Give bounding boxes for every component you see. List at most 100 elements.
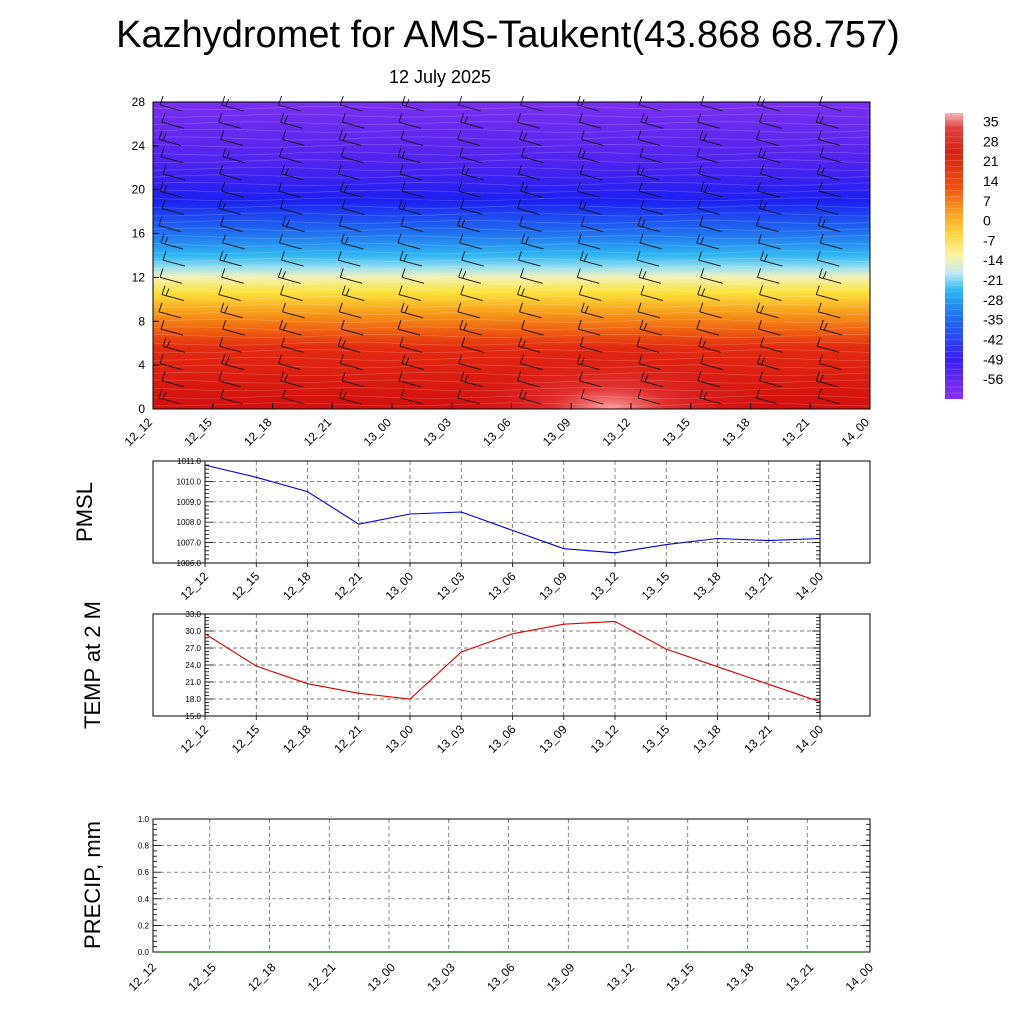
wind-barb-flag <box>637 302 642 312</box>
precip-panel: PRECIP, mm 0.0 0.2 0.4 0.6 0.8 1.0 12_12 12_15 1… <box>80 815 876 994</box>
colorbar-bands <box>945 118 963 394</box>
wind-barb-flag <box>520 268 524 278</box>
wind-barb-flag <box>819 319 824 330</box>
wind-barb <box>580 216 604 233</box>
wind-barb-flag <box>279 233 283 244</box>
x-tick-label: 13_09 <box>536 722 570 756</box>
wind-barb-staff <box>578 156 601 164</box>
y-tick-label: 21.0 <box>185 678 201 687</box>
wind-barb <box>158 216 182 233</box>
wind-barb-staff <box>218 207 241 215</box>
wind-barb-flag <box>760 164 764 175</box>
wind-barb <box>580 302 604 319</box>
wind-barb-staff <box>520 190 543 198</box>
x-tick-label: 13_06 <box>480 415 514 449</box>
x-tick-label: 13_12 <box>604 960 638 994</box>
wind-barb-staff <box>577 104 600 112</box>
isotherm-line <box>152 227 871 232</box>
wind-barb-flag <box>821 219 826 227</box>
x-tick-label: 12_21 <box>331 569 365 603</box>
wind-barb-staff <box>398 121 422 129</box>
wind-barb <box>520 95 543 112</box>
wind-barb <box>459 147 482 164</box>
wind-barb <box>338 130 362 146</box>
x-tick-label: 13_12 <box>588 722 622 756</box>
wind-barb <box>399 337 423 353</box>
wind-barb-staff <box>279 156 302 164</box>
wind-barb-flag <box>817 388 822 399</box>
wind-barb-staff <box>342 207 365 215</box>
wind-barb-flag <box>162 250 167 261</box>
wind-barb-flag <box>281 164 285 175</box>
wind-barb-staff <box>519 311 542 319</box>
wind-barb-flag <box>700 95 705 106</box>
wind-barb-flag <box>461 164 466 175</box>
x-tick-label: 13_00 <box>365 960 399 994</box>
wind-barb-flag <box>644 116 649 124</box>
wind-barb-staff <box>577 276 600 284</box>
panel-outer-frame <box>152 613 871 717</box>
wind-barb <box>162 250 186 267</box>
wind-barb-flag <box>519 216 523 226</box>
temp-axis-label: TEMP at 2 M <box>80 601 105 729</box>
wind-barb-flag <box>397 319 402 330</box>
x-tick-label: 13_06 <box>485 569 519 603</box>
wind-barb-staff <box>581 397 604 405</box>
wind-barb <box>815 199 839 215</box>
wind-barb <box>700 268 723 284</box>
wind-barb-flag <box>159 182 164 192</box>
wind-barb-flag <box>818 182 823 192</box>
wind-barb <box>578 285 602 302</box>
wind-barb-flag <box>457 388 462 399</box>
wind-barb-flag <box>637 130 642 140</box>
wind-barb-flag <box>580 216 585 226</box>
wind-barb <box>697 285 720 302</box>
wind-barb-flag <box>819 233 824 244</box>
wind-barb-staff <box>698 345 721 353</box>
wind-barb-staff <box>280 121 303 129</box>
wind-barb-staff <box>340 363 363 370</box>
pmsl-axis-label: PMSL <box>72 482 97 542</box>
wind-barb-staff <box>819 104 842 112</box>
wind-barb-staff <box>578 242 601 250</box>
y-tick-label: 0 <box>138 402 145 416</box>
wind-barb-staff <box>281 259 304 267</box>
colorbar-label: 7 <box>983 193 991 209</box>
wind-barb-flag <box>219 164 224 175</box>
wind-barb-flag <box>338 130 343 140</box>
y-tick-label: 8 <box>138 314 145 328</box>
wind-barb-flag <box>338 388 343 399</box>
temp-panel: TEMP at 2 M 15.018.021.024.027.030.033.0… <box>80 601 871 756</box>
wind-barb <box>699 302 722 319</box>
wind-barb <box>400 388 424 405</box>
wind-barb <box>577 319 601 336</box>
wind-barb-flag <box>702 340 707 348</box>
wind-barb-staff <box>341 328 364 336</box>
wind-barb <box>222 233 245 250</box>
wind-barb-flag <box>400 130 405 140</box>
wind-barb <box>818 268 842 284</box>
wind-barb-staff <box>160 156 184 164</box>
wind-barb-staff <box>519 139 542 146</box>
wind-barb <box>162 164 186 181</box>
wind-barb <box>218 371 241 388</box>
wind-barb <box>817 130 841 146</box>
cross-section-x-ticks: 12_12 12_15 12_18 12_21 13_00 13_03 13_06 13_09… <box>122 403 872 449</box>
wind-barb-staff <box>820 242 843 250</box>
wind-barb-staff <box>819 363 842 370</box>
isotherm-line <box>152 250 871 255</box>
wind-barb <box>518 250 541 267</box>
x-tick-label: 13_03 <box>434 722 468 756</box>
wind-barb-flag <box>576 354 581 364</box>
wind-barb-flag <box>220 302 225 312</box>
wind-barb-flag <box>576 268 581 278</box>
wind-barb-staff <box>697 380 720 388</box>
wind-barb-flag <box>760 337 764 347</box>
colorbar-labels: 35 28 21 14 7 0 -7 -14 -21 -28 -35 -42 -49 -56 <box>983 113 1003 387</box>
wind-barb-flag <box>164 236 169 245</box>
wind-barb <box>280 199 303 215</box>
wind-barb-flag <box>700 354 705 364</box>
wind-barb-staff <box>640 207 664 215</box>
wind-barb-flag <box>161 113 166 123</box>
